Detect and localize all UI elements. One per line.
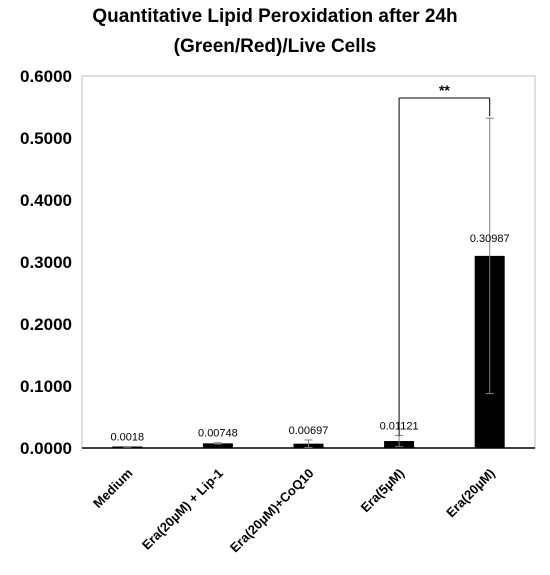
y-tick-label: 0.1000 <box>20 377 72 396</box>
bar <box>202 443 233 448</box>
category-label: Medium <box>90 466 135 511</box>
y-tick-label: 0.4000 <box>20 191 72 210</box>
category-label: Era(20µM)+CoQ10 <box>227 466 317 556</box>
y-tick-label: 0.0000 <box>20 439 72 458</box>
data-label: 0.0018 <box>110 432 144 444</box>
significance-label: ** <box>439 82 450 98</box>
plot-area-border <box>81 75 536 449</box>
category-label: Era(20µM) + Lip-1 <box>139 466 226 553</box>
data-label: 0.00748 <box>198 428 238 440</box>
y-tick-label: 0.3000 <box>20 253 72 272</box>
category-label: Era(20µM) <box>443 466 498 521</box>
y-tick-label: 0.2000 <box>20 315 72 334</box>
y-tick-label: 0.5000 <box>20 129 72 148</box>
data-label: 0.00697 <box>289 425 329 437</box>
category-label: Era(5µM) <box>358 466 408 516</box>
data-label: 0.30987 <box>470 233 510 245</box>
chart-subtitle: (Green/Red)/Live Cells <box>173 36 377 57</box>
y-tick-label: 0.6000 <box>20 67 72 86</box>
chart-title: Quantitative Lipid Peroxidation after 24… <box>92 6 458 27</box>
